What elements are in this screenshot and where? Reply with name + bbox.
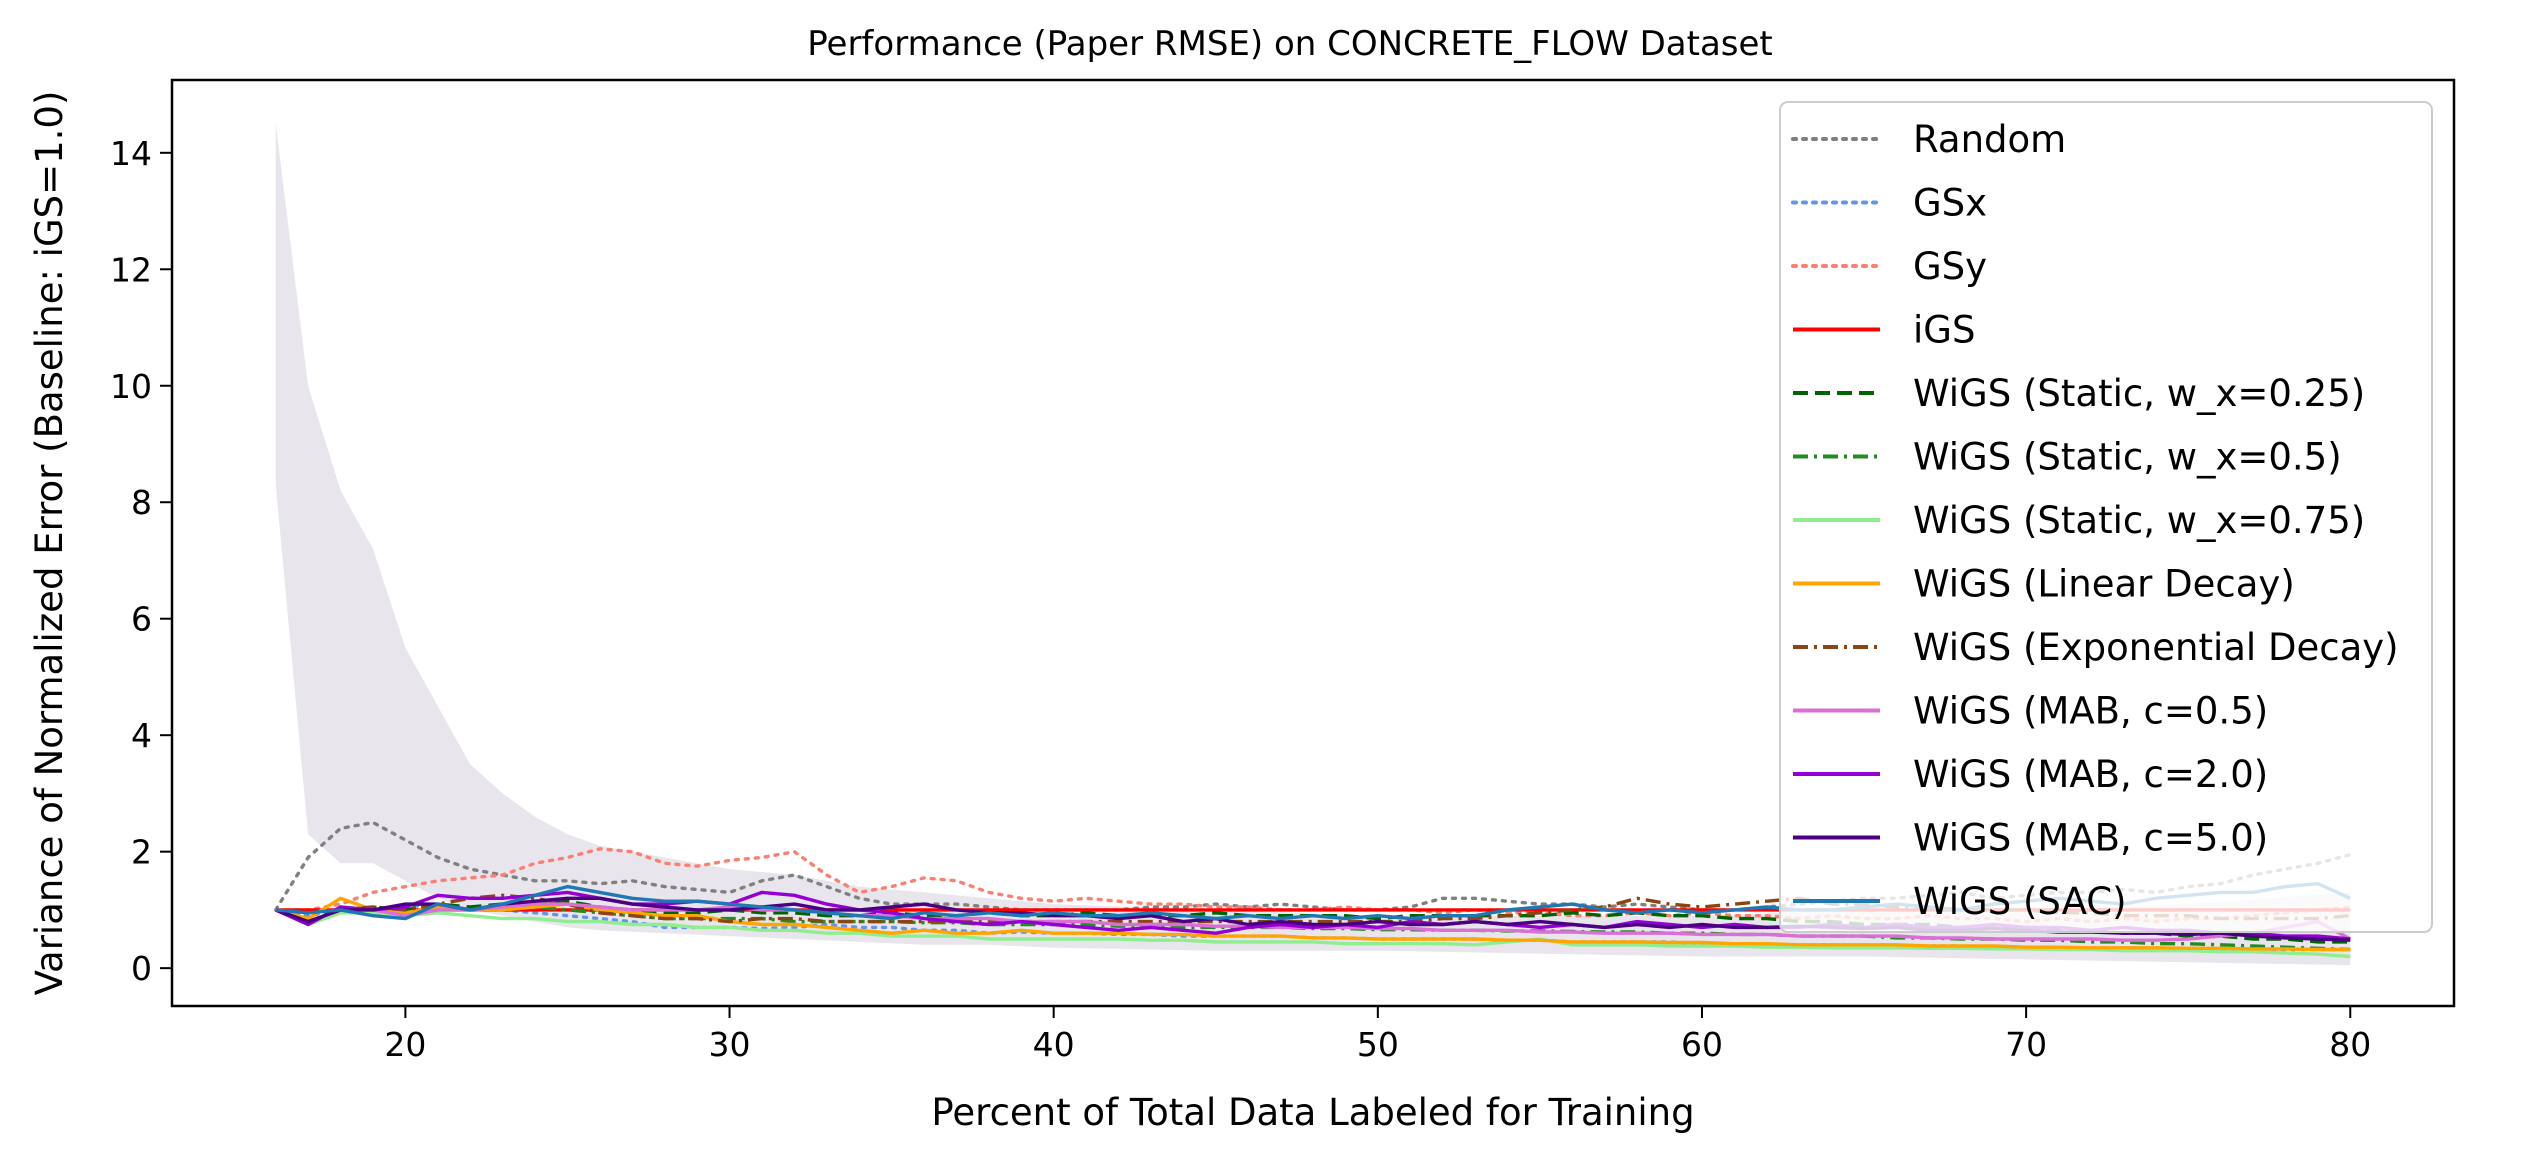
series-line-6 — [275, 908, 2351, 959]
y-tick-label: 12 — [110, 250, 152, 289]
legend-label: WiGS (MAB, c=2.0) — [1913, 753, 2268, 796]
legend-label: WiGS (MAB, c=5.0) — [1913, 817, 2268, 860]
legend-label: WiGS (MAB, c=0.5) — [1913, 690, 2268, 733]
legend-label: WiGS (Static, w_x=0.75) — [1913, 499, 2365, 542]
legend-frame — [1779, 101, 2433, 933]
legend-label: iGS — [1913, 309, 1975, 352]
legend-label: WiGS (Exponential Decay) — [1913, 626, 2399, 669]
y-axis-label: Variance of Normalized Error (Baseline: … — [28, 91, 71, 996]
legend-label: WiGS (Static, w_x=0.25) — [1913, 372, 2365, 415]
y-tick-label: 0 — [131, 949, 152, 988]
x-axis-label: Percent of Total Data Labeled for Traini… — [931, 1091, 1694, 1134]
legend-label: WiGS (Linear Decay) — [1913, 563, 2295, 606]
legend: Random GSx GSy iGS WiGS (Static, w_x=0.25) Wi… — [1779, 101, 2433, 933]
x-tick-label: 60 — [1681, 1025, 1723, 1064]
legend-label: WiGS (Static, w_x=0.5) — [1913, 436, 2342, 479]
y-tick-label: 14 — [110, 134, 152, 173]
legend-label: GSy — [1913, 245, 1987, 288]
series-line-7 — [275, 896, 2351, 952]
x-tick-label: 80 — [2329, 1025, 2371, 1064]
y-axis-ticks: 0 2 4 6 8 10 12 14 — [110, 134, 172, 988]
x-tick-label: 70 — [2005, 1025, 2047, 1064]
plot-area-frame — [170, 78, 2456, 1008]
x-tick-label: 30 — [709, 1025, 751, 1064]
x-tick-label: 40 — [1033, 1025, 1075, 1064]
y-tick-label: 10 — [110, 367, 152, 406]
legend-label: WiGS (SAC) — [1913, 880, 2127, 923]
x-tick-label: 20 — [384, 1025, 426, 1064]
legend-label: Random — [1913, 118, 2066, 161]
x-tick-label: 50 — [1357, 1025, 1399, 1064]
y-tick-label: 4 — [131, 716, 152, 755]
y-tick-label: 2 — [131, 833, 152, 872]
confidence-band — [275, 123, 2351, 966]
confidence-band-layer — [275, 123, 2351, 966]
y-tick-label: 6 — [131, 600, 152, 639]
chart-title: Performance (Paper RMSE) on CONCRETE_FLO… — [807, 24, 1773, 64]
legend-label: GSx — [1913, 182, 1987, 225]
y-tick-label: 8 — [131, 483, 152, 522]
x-axis-ticks: 20 30 40 50 60 70 80 — [384, 1006, 2371, 1064]
